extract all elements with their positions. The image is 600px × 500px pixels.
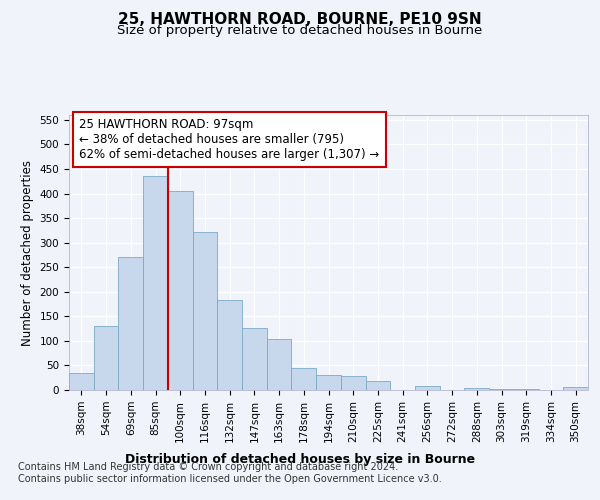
Text: Size of property relative to detached houses in Bourne: Size of property relative to detached ho… bbox=[118, 24, 482, 37]
Bar bbox=[316, 376, 341, 390]
Y-axis label: Number of detached properties: Number of detached properties bbox=[21, 160, 34, 346]
Bar bbox=[292, 368, 316, 390]
Bar bbox=[341, 376, 365, 390]
Text: 25, HAWTHORN ROAD, BOURNE, PE10 9SN: 25, HAWTHORN ROAD, BOURNE, PE10 9SN bbox=[118, 12, 482, 28]
Bar bbox=[489, 388, 514, 390]
Bar bbox=[69, 373, 94, 390]
Bar bbox=[193, 232, 217, 390]
Text: 25 HAWTHORN ROAD: 97sqm
← 38% of detached houses are smaller (795)
62% of semi-d: 25 HAWTHORN ROAD: 97sqm ← 38% of detache… bbox=[79, 118, 380, 161]
Bar bbox=[514, 389, 539, 390]
Bar bbox=[168, 191, 193, 390]
Bar bbox=[217, 300, 242, 390]
Bar bbox=[242, 328, 267, 390]
Bar bbox=[118, 258, 143, 390]
Text: Distribution of detached houses by size in Bourne: Distribution of detached houses by size … bbox=[125, 452, 475, 466]
Bar bbox=[365, 381, 390, 390]
Bar bbox=[415, 386, 440, 390]
Bar bbox=[464, 388, 489, 390]
Bar bbox=[94, 326, 118, 390]
Bar bbox=[563, 387, 588, 390]
Text: Contains HM Land Registry data © Crown copyright and database right 2024.
Contai: Contains HM Land Registry data © Crown c… bbox=[18, 462, 442, 484]
Bar bbox=[143, 176, 168, 390]
Bar bbox=[267, 340, 292, 390]
